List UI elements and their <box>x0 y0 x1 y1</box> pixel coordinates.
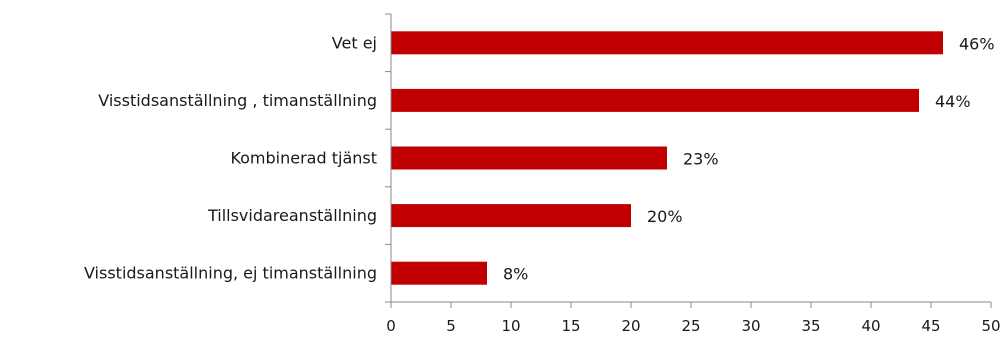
x-tick-label: 10 <box>501 317 520 335</box>
category-label: Visstidsanställning, ej timanställning <box>84 264 377 283</box>
category-label: Visstidsanställning , timanställning <box>98 91 377 110</box>
x-tick-label: 40 <box>861 317 880 335</box>
bars-group <box>391 31 943 285</box>
data-label: 23% <box>683 150 719 169</box>
x-tick-label: 35 <box>801 317 820 335</box>
data-label: 44% <box>935 92 971 111</box>
bar <box>391 146 667 170</box>
bar <box>391 261 487 285</box>
bar <box>391 88 919 112</box>
x-tick-label: 30 <box>741 317 760 335</box>
category-label: Vet ej <box>332 33 377 52</box>
x-tick-label: 45 <box>921 317 940 335</box>
x-tick-label: 50 <box>981 317 1000 335</box>
x-ticks-group: 0 5 10 15 20 25 30 35 40 45 50 <box>385 13 1001 335</box>
x-tick-label: 5 <box>446 317 456 335</box>
x-tick-label: 15 <box>561 317 580 335</box>
category-labels-group: Vet ej Visstidsanställning , timanställni… <box>84 33 377 282</box>
bar <box>391 31 943 55</box>
data-label: 20% <box>647 207 683 226</box>
category-label: Kombinerad tjänst <box>230 149 377 168</box>
bar <box>391 204 631 228</box>
category-label: Tillsvidareanställning <box>207 206 377 225</box>
x-tick-label: 20 <box>621 317 640 335</box>
x-tick-label: 0 <box>386 317 396 335</box>
data-label: 8% <box>503 265 528 284</box>
data-label: 46% <box>959 34 995 53</box>
data-labels-group: 46% 44% 23% 20% 8% <box>503 34 995 283</box>
x-tick-label: 25 <box>681 317 700 335</box>
